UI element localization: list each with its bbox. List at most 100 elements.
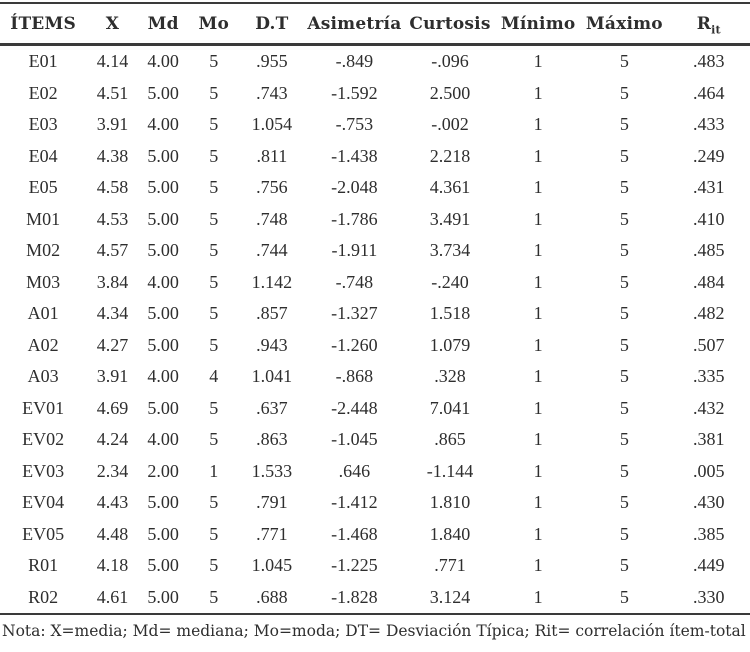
value-cell: 3.84 bbox=[96, 271, 129, 292]
value-cell: 4.58 bbox=[96, 177, 129, 198]
table-row: A01 4.34 5.00 5 .857 -1.327 1.518 1 5 .482 bbox=[0, 298, 750, 330]
table-row: M02 4.57 5.00 5 .744 -1.911 3.734 1 5 .485 bbox=[0, 235, 750, 267]
value-cell: 4.57 bbox=[96, 240, 129, 261]
value-cell: 1 bbox=[533, 555, 543, 576]
value-cell: 1 bbox=[533, 460, 543, 481]
column-header: D.T bbox=[240, 3, 304, 46]
value-cell: 3.124 bbox=[405, 581, 495, 615]
value-cell: 1 bbox=[533, 240, 543, 261]
value-cell: -.868 bbox=[335, 366, 374, 387]
header-row: ÍTEMS X Md Mo D.T Asimetría Curtosis Mínimo Máxi… bbox=[0, 3, 750, 46]
value-cell: 5.00 bbox=[147, 177, 179, 198]
value-cell: 5 bbox=[209, 492, 219, 513]
table-row: EV01 4.69 5.00 5 .637 -2.448 7.041 1 5 .432 bbox=[0, 393, 750, 425]
value-cell: 1 bbox=[533, 114, 543, 135]
value-cell: 5 bbox=[619, 208, 629, 229]
value-cell: .432 bbox=[693, 397, 725, 418]
table-row: M01 4.53 5.00 5 .748 -1.786 3.491 1 5 .410 bbox=[0, 204, 750, 236]
value-cell: 1 bbox=[533, 208, 543, 229]
column-header: ÍTEMS bbox=[0, 3, 87, 46]
value-cell: .464 bbox=[693, 82, 725, 103]
value-cell: 1 bbox=[533, 366, 543, 387]
value-cell: .482 bbox=[693, 303, 725, 324]
item-label-cell: A02 bbox=[27, 334, 59, 355]
value-cell: -1.144 bbox=[426, 460, 474, 481]
value-cell: -1.828 bbox=[303, 581, 405, 615]
table-row: E04 4.38 5.00 5 .811 -1.438 2.218 1 5 .249 bbox=[0, 141, 750, 173]
value-cell: 5 bbox=[209, 114, 219, 135]
item-label-cell: EV05 bbox=[22, 523, 65, 544]
value-cell: -.002 bbox=[431, 114, 469, 135]
value-cell: 5.00 bbox=[147, 397, 179, 418]
value-cell: 5 bbox=[619, 51, 629, 72]
value-cell: 4.34 bbox=[96, 303, 129, 324]
value-cell: 5 bbox=[209, 51, 219, 72]
value-cell: 1 bbox=[533, 397, 543, 418]
value-cell: 5 bbox=[619, 492, 629, 513]
value-cell: 2.34 bbox=[96, 460, 129, 481]
value-cell: 5 bbox=[619, 271, 629, 292]
column-header: Asimetría bbox=[303, 3, 405, 46]
column-header-subscript: it bbox=[711, 22, 721, 36]
value-cell: .748 bbox=[256, 208, 288, 229]
value-cell: 1 bbox=[533, 303, 543, 324]
value-cell: 3.734 bbox=[429, 240, 471, 261]
value-cell: 5 bbox=[619, 303, 629, 324]
value-cell: -2.448 bbox=[331, 397, 378, 418]
value-cell: .743 bbox=[256, 82, 288, 103]
value-cell: .485 bbox=[693, 240, 725, 261]
value-cell: 1.054 bbox=[251, 114, 293, 135]
value-cell: 1.533 bbox=[251, 460, 293, 481]
value-cell: 4.38 bbox=[96, 145, 129, 166]
value-cell: 1.142 bbox=[251, 271, 293, 292]
table-row: EV04 4.43 5.00 5 .791 -1.412 1.810 1 5 .430 bbox=[0, 487, 750, 519]
value-cell: .791 bbox=[256, 492, 288, 513]
value-cell: 5 bbox=[619, 460, 629, 481]
column-header: Mo bbox=[187, 3, 240, 46]
value-cell: .771 bbox=[256, 523, 288, 544]
value-cell: 5.00 bbox=[147, 208, 179, 229]
value-cell: .410 bbox=[693, 208, 725, 229]
item-label-cell: EV01 bbox=[22, 397, 65, 418]
value-cell: 4.27 bbox=[96, 334, 129, 355]
value-cell: 5 bbox=[619, 523, 629, 544]
value-cell: 5.00 bbox=[147, 523, 179, 544]
table-row: EV05 4.48 5.00 5 .771 -1.468 1.840 1 5 .385 bbox=[0, 519, 750, 551]
value-cell: 4.61 bbox=[86, 581, 139, 615]
value-cell: .249 bbox=[693, 145, 725, 166]
value-cell: .771 bbox=[434, 555, 466, 576]
item-label-cell: E02 bbox=[28, 82, 58, 103]
value-cell: -1.438 bbox=[331, 145, 378, 166]
value-cell: 1.810 bbox=[429, 492, 471, 513]
item-label-cell: A03 bbox=[27, 366, 59, 387]
value-cell: -.849 bbox=[335, 51, 374, 72]
value-cell: .449 bbox=[693, 555, 725, 576]
item-label-cell: M01 bbox=[26, 208, 61, 229]
value-cell: 1 bbox=[533, 82, 543, 103]
value-cell: 1.045 bbox=[251, 555, 293, 576]
value-cell: 1 bbox=[533, 492, 543, 513]
value-cell: 4 bbox=[209, 366, 219, 387]
value-cell: 4.00 bbox=[147, 366, 179, 387]
value-cell: 5 bbox=[619, 397, 629, 418]
value-cell: 5.00 bbox=[147, 303, 179, 324]
table-note: Nota: X=media; Md= mediana; Mo=moda; DT=… bbox=[2, 622, 746, 640]
value-cell: 5.00 bbox=[147, 555, 179, 576]
value-cell: 4.51 bbox=[96, 82, 129, 103]
value-cell: 5 bbox=[209, 82, 219, 103]
value-cell: 4.53 bbox=[96, 208, 129, 229]
value-cell: .433 bbox=[693, 114, 725, 135]
value-cell: -.240 bbox=[431, 271, 469, 292]
item-label-cell: EV02 bbox=[22, 429, 65, 450]
value-cell: .005 bbox=[693, 460, 725, 481]
value-cell: -1.468 bbox=[331, 523, 378, 544]
item-label-cell: A01 bbox=[27, 303, 59, 324]
value-cell: 5.00 bbox=[147, 145, 179, 166]
value-cell: 4.00 bbox=[147, 271, 179, 292]
column-header: X bbox=[86, 3, 139, 46]
item-label-cell: M02 bbox=[26, 240, 61, 261]
value-cell: -1.412 bbox=[331, 492, 378, 513]
value-cell: -1.911 bbox=[331, 240, 378, 261]
table-row: E03 3.91 4.00 5 1.054 -.753 -.002 1 5 .433 bbox=[0, 109, 750, 141]
